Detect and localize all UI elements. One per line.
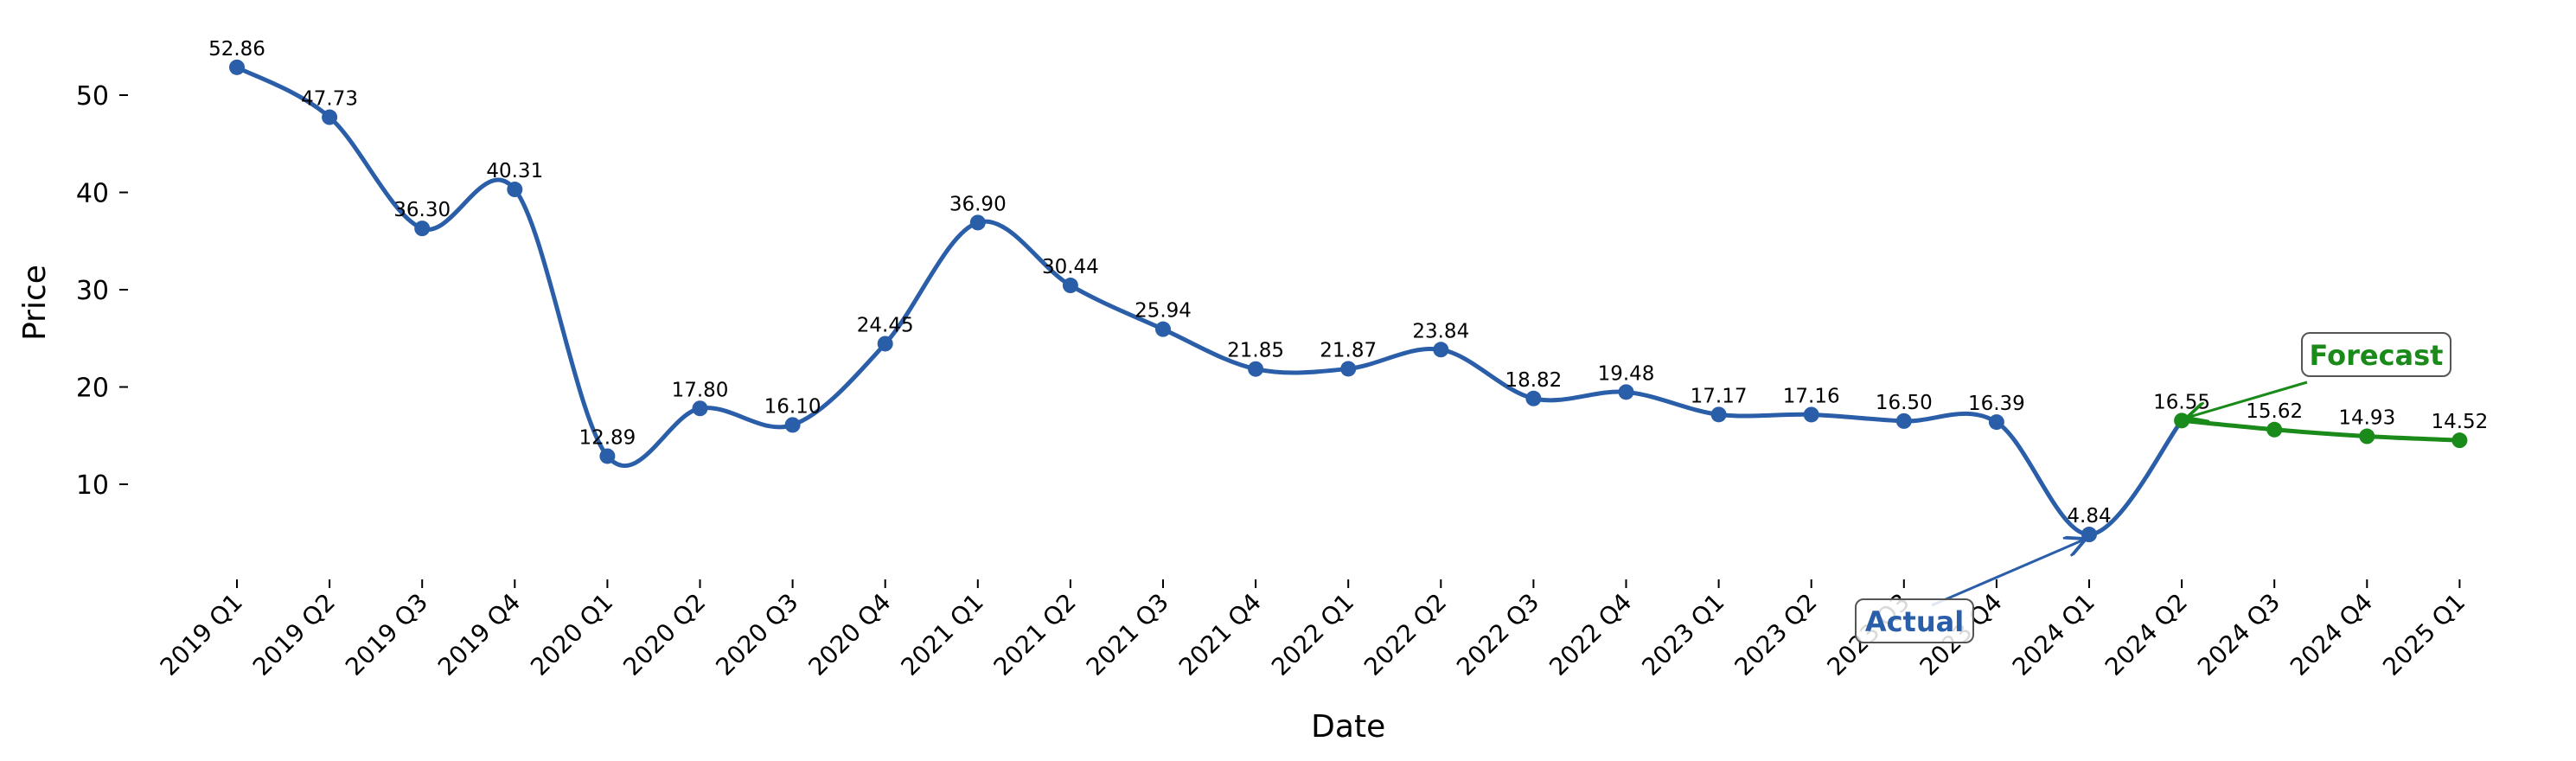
x-tick-label: 2022 Q3	[1451, 588, 1544, 681]
x-axis-title: Date	[1311, 709, 1385, 745]
data-label: 52.86	[208, 38, 265, 61]
data-label: 16.55	[2153, 391, 2210, 413]
data-point	[1895, 412, 1912, 429]
data-point	[2266, 421, 2283, 438]
data-point	[599, 448, 616, 464]
actual-annotation-box	[1855, 598, 1974, 643]
data-label: 40.31	[486, 160, 543, 182]
x-tick-label: 2023 Q2	[1729, 588, 1822, 681]
x-tick-label: 2022 Q1	[1266, 588, 1359, 681]
x-tick-label: 2024 Q2	[2100, 588, 2193, 681]
y-axis-title: Price	[17, 265, 53, 341]
data-label: 30.44	[1042, 256, 1099, 278]
data-label: 25.94	[1135, 300, 1192, 323]
data-label: 12.89	[578, 426, 636, 449]
y-tick-label: 50	[76, 81, 109, 112]
data-label: 14.93	[2338, 407, 2395, 430]
x-tick-label: 2020 Q3	[710, 588, 803, 681]
annotations: Actual Forecast	[1855, 332, 2451, 643]
x-tick-label: 2025 Q1	[2377, 588, 2471, 681]
forecast-annotation-label: Forecast	[2310, 339, 2444, 372]
data-label: 16.39	[1968, 393, 2025, 415]
data-point	[877, 336, 893, 352]
data-point	[1340, 361, 1357, 377]
y-tick-label: 30	[76, 276, 109, 306]
data-point	[1248, 361, 1264, 377]
x-tick-label: 2022 Q4	[1544, 588, 1637, 681]
data-label: 14.52	[2431, 411, 2488, 433]
data-label: 15.62	[2246, 400, 2303, 423]
x-tick-label: 2024 Q4	[2285, 588, 2378, 681]
data-label: 36.30	[393, 199, 451, 221]
series-line-1	[2179, 418, 2462, 443]
data-label: 19.48	[1598, 362, 1655, 385]
data-label: 16.10	[764, 395, 821, 418]
y-tick-label: 10	[76, 470, 109, 501]
y-axis: 10 20 30 40 50	[76, 81, 128, 501]
data-label: 4.84	[2067, 505, 2111, 528]
x-tick-label: 2019 Q1	[155, 588, 248, 681]
data-label: 17.17	[1691, 385, 1748, 407]
data-point	[1988, 414, 2004, 431]
series-line-0	[234, 65, 2184, 537]
x-tick-label: 2019 Q4	[432, 588, 526, 681]
data-label: 16.50	[1876, 392, 1933, 414]
data-point	[2359, 428, 2375, 444]
data-label: 18.82	[1505, 369, 1562, 392]
data-point	[507, 182, 523, 198]
data-point	[1155, 321, 1171, 337]
data-label: 47.73	[301, 88, 358, 111]
data-point	[1618, 384, 1634, 400]
x-tick-label: 2021 Q1	[896, 588, 989, 681]
data-label: 36.90	[949, 193, 1007, 215]
data-point	[1710, 406, 1727, 423]
data-point	[2174, 412, 2190, 429]
x-tick-label: 2024 Q1	[2007, 588, 2100, 681]
data-label: 24.45	[857, 314, 914, 336]
data-label: 21.85	[1227, 340, 1284, 362]
data-point	[1525, 390, 1542, 406]
data-point	[969, 214, 986, 231]
data-label: 21.87	[1320, 339, 1377, 361]
y-tick-label: 40	[76, 179, 109, 209]
y-tick-label: 20	[76, 374, 109, 404]
data-point	[784, 417, 801, 433]
x-tick-label: 2020 Q1	[525, 588, 618, 681]
x-tick-label: 2021 Q3	[1081, 588, 1174, 681]
actual-arrow	[1931, 540, 2084, 607]
x-tick-label: 2022 Q2	[1358, 588, 1452, 681]
x-tick-label: 2023 Q1	[1636, 588, 1729, 681]
x-tick-label: 2021 Q2	[988, 588, 1082, 681]
series-lines	[234, 65, 2462, 537]
data-point	[1433, 342, 1449, 358]
forecast-arrow	[2189, 380, 2308, 417]
data-point	[1062, 278, 1078, 294]
x-tick-label: 2019 Q2	[247, 588, 341, 681]
data-label: 23.84	[1412, 320, 1469, 342]
forecast-annotation-box	[2301, 332, 2451, 377]
data-point	[692, 400, 708, 417]
data-point	[322, 109, 338, 125]
x-tick-label: 2020 Q2	[617, 588, 711, 681]
data-label: 17.16	[1783, 385, 1840, 407]
data-point	[229, 59, 245, 75]
x-tick-label: 2024 Q3	[2192, 588, 2285, 681]
data-point	[2451, 432, 2468, 449]
x-tick-label: 2020 Q4	[802, 588, 896, 681]
x-tick-label: 2019 Q3	[340, 588, 433, 681]
data-point	[1803, 406, 1819, 423]
actual-annotation-label: Actual	[1865, 605, 1964, 638]
series-points	[229, 59, 2468, 543]
data-label: 17.80	[672, 379, 729, 401]
data-point	[414, 221, 431, 237]
x-tick-label: 2021 Q4	[1173, 588, 1267, 681]
